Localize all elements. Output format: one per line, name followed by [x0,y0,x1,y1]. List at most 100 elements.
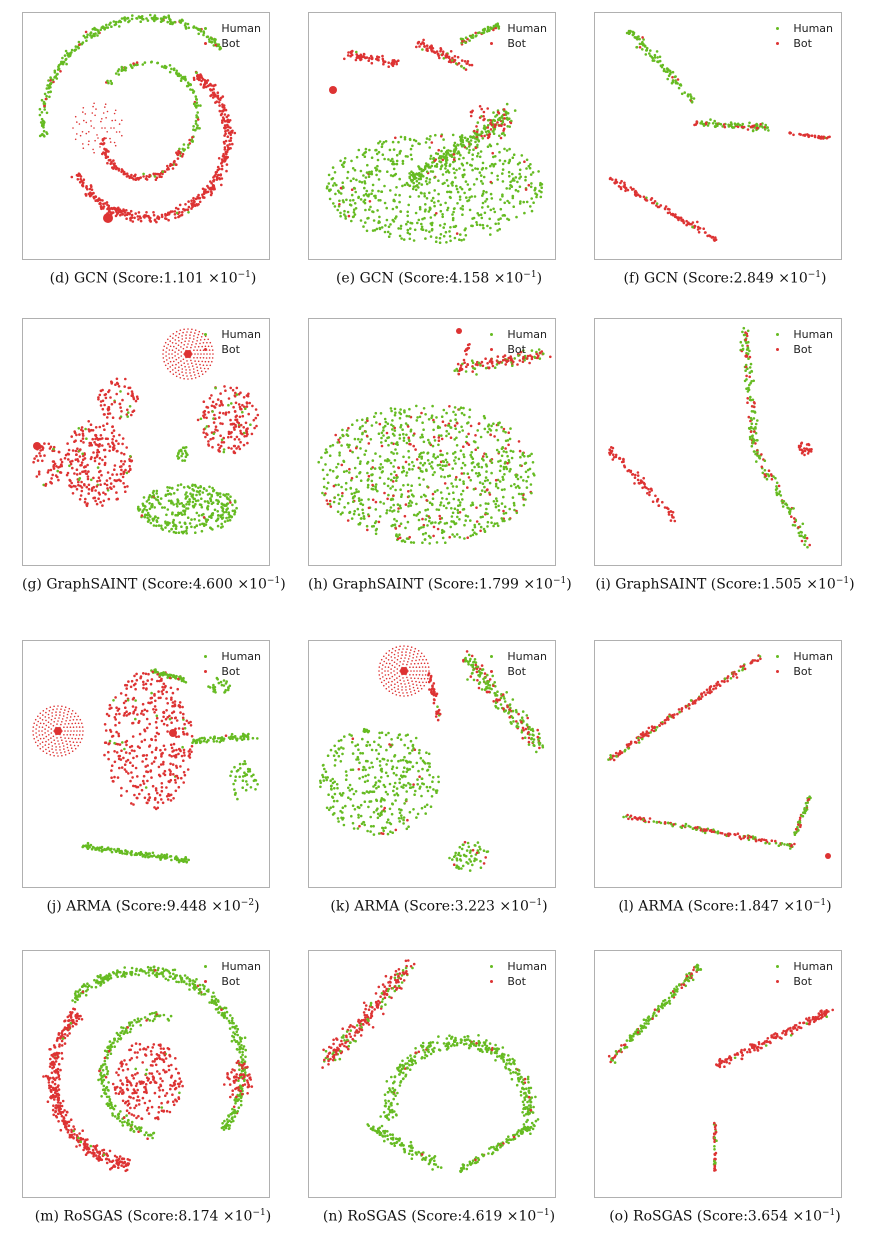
point-bot [135,61,139,64]
point-bot [386,497,389,501]
point-human [406,183,410,186]
point-human [644,53,648,56]
point-human [502,512,506,515]
point-human [486,224,489,228]
point-human [490,471,493,475]
point-bot [126,408,129,412]
point-bot [117,478,121,482]
point-bot [102,112,105,114]
point-bot [190,359,192,362]
point-bot [639,481,643,484]
point-human [392,476,396,479]
point-bot [455,232,459,235]
point-bot [101,118,103,120]
point-bot [194,329,197,331]
point-bot [237,445,240,448]
point-bot [439,449,442,453]
point-human [731,126,734,129]
point-bot [538,351,542,354]
point-bot [478,105,482,108]
point-human [475,34,478,37]
point-human [518,172,521,176]
point-bot [222,140,226,144]
point-human [378,226,382,230]
point-human [220,502,224,505]
point-human [525,167,528,170]
point-human [486,205,490,208]
point-human [473,531,476,534]
point-human [198,127,201,130]
point-bot [202,349,205,351]
point-human [386,484,390,488]
point-human [326,473,329,477]
point-human [470,469,474,472]
point-bot [371,483,374,487]
point-human [156,495,160,499]
point-bot [219,392,222,395]
point-bot [66,471,70,475]
point-bot [490,362,494,365]
point-human [438,224,442,227]
point-human [392,509,396,512]
point-bot [502,129,505,132]
point-human [346,170,350,174]
point-bot [643,485,647,489]
point-bot [196,357,198,359]
point-bot [425,48,428,52]
point-human [452,452,455,455]
point-human [424,180,428,183]
point-human [471,501,474,505]
point-human [460,65,463,68]
point-human [756,419,759,422]
point-human [367,513,370,516]
point-human [47,79,50,82]
point-bot [219,422,222,425]
point-bot [642,476,645,480]
point-human [537,348,541,351]
point-bot [438,56,441,60]
point-bot [245,434,248,438]
point-human [421,435,424,439]
point-human [148,502,151,505]
point-bot [82,111,84,113]
panel-i: Human Bot (i) GraphSAINT (Score:1.505 ×10−… [594,318,855,608]
point-human [477,361,481,365]
point-human [761,126,765,129]
point-human [498,227,501,231]
point-bot [108,477,112,480]
point-bot [398,536,402,540]
point-bot [671,213,675,217]
point-bot [207,345,210,348]
point-human [428,516,431,520]
point-bot [175,363,177,366]
point-bot [229,501,232,504]
point-bot [100,120,102,123]
point-bot [329,505,333,508]
point-bot [760,453,763,456]
point-bot [108,445,112,448]
point-bot [76,447,79,450]
point-bot [157,690,160,693]
point-bot [797,526,800,529]
point-human [398,437,402,440]
point-bot [211,445,214,449]
point-human [679,84,683,87]
point-human [503,462,507,465]
point-human [480,465,484,469]
point-human [145,500,149,503]
point-human [501,180,505,183]
point-human [471,153,474,156]
point-bot [647,488,650,491]
point-bot [441,50,445,53]
tsne-scatter-i [608,326,813,549]
point-human [363,180,366,183]
point-bot [745,374,748,378]
point-bot [674,215,677,219]
point-bot [121,437,125,440]
point-human [398,177,401,181]
point-bot [114,718,117,721]
point-human [398,193,401,197]
point-bot [164,341,167,344]
point-human [363,453,366,456]
point-human [445,241,448,244]
